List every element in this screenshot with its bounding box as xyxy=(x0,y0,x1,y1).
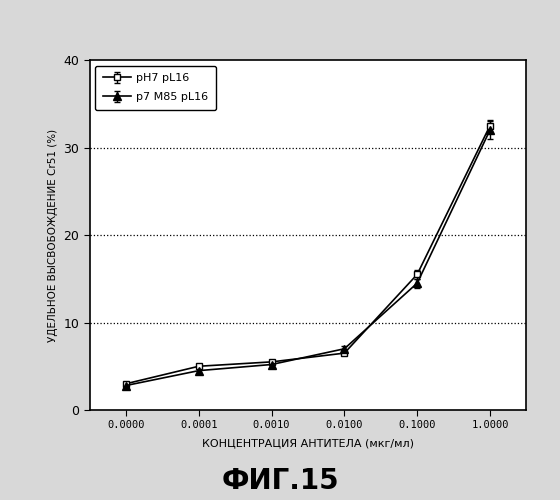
Legend: pH7 pL16, p7 M85 pL16: pH7 pL16, p7 M85 pL16 xyxy=(95,66,216,110)
Y-axis label: УДЕЛЬНОЕ ВЫСВОБОЖДЕНИЕ Cr51 (%): УДЕЛЬНОЕ ВЫСВОБОЖДЕНИЕ Cr51 (%) xyxy=(48,128,58,342)
Text: ФИГ.15: ФИГ.15 xyxy=(221,467,339,495)
X-axis label: КОНЦЕНТРАЦИЯ АНТИТЕЛА (мкг/мл): КОНЦЕНТРАЦИЯ АНТИТЕЛА (мкг/мл) xyxy=(202,439,414,449)
